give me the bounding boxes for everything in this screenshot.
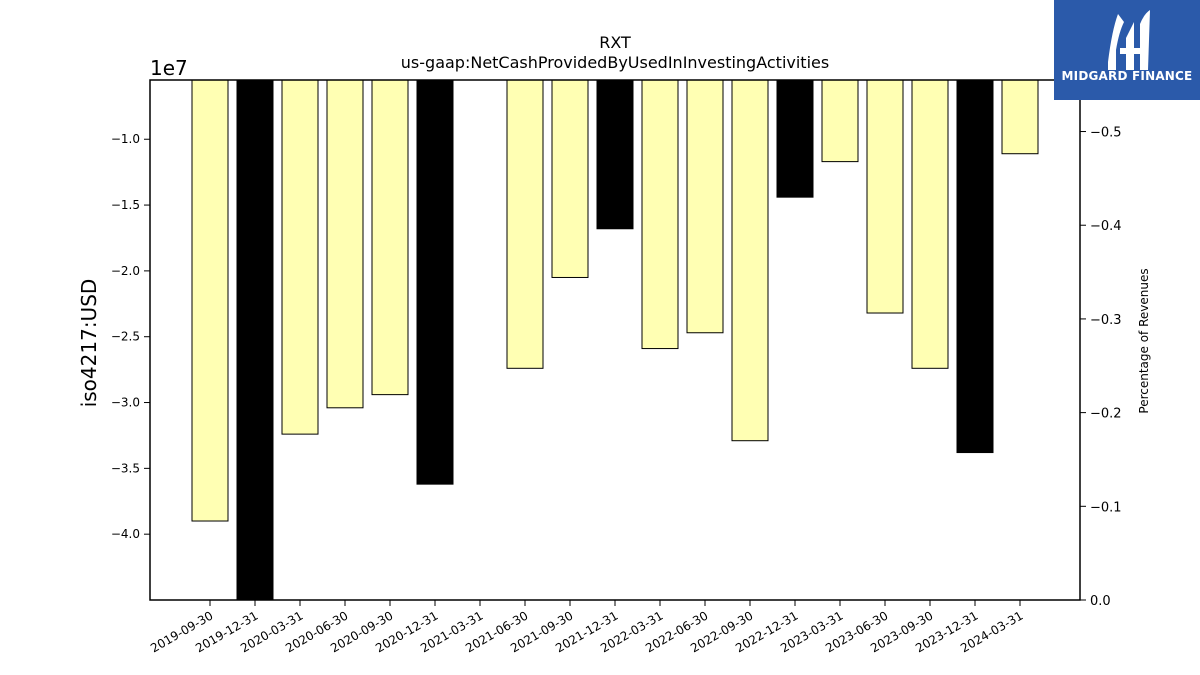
y2-axis-label: Percentage of Revenues	[1137, 268, 1151, 413]
bar-2020-06-30	[326, 79, 364, 409]
bar-2023-03-31	[821, 79, 859, 163]
bar-2021-09-30	[551, 79, 589, 278]
y-tick-label: −2.5	[111, 330, 140, 344]
bar-2020-09-30	[371, 79, 409, 396]
bar-2023-06-30	[866, 79, 904, 314]
y2-tick-label: −0.4	[1090, 219, 1122, 234]
bar-2023-09-30	[911, 79, 949, 369]
bar-2021-12-31	[596, 79, 634, 230]
brand-logo-icon	[1108, 10, 1150, 70]
y-tick-label: −2.0	[111, 264, 140, 278]
chart-title: RXT	[599, 33, 631, 52]
y2-tick-label: 0.0	[1090, 594, 1111, 609]
bar-2021-06-30	[506, 79, 544, 369]
y2-tick-label: −0.2	[1090, 407, 1122, 422]
y-tick-label: −4.0	[111, 527, 140, 541]
brand-logo-text: MIDGARD FINANCE	[1061, 69, 1193, 83]
chart-subtitle: us-gaap:NetCashProvidedByUsedInInvesting…	[401, 53, 829, 72]
y-tick-label: −1.5	[111, 198, 140, 212]
y2-tick-label: −0.3	[1090, 313, 1122, 328]
bar-2024-03-31	[1001, 79, 1039, 155]
y-tick-label: −3.5	[111, 461, 140, 475]
bar-2022-03-31	[641, 79, 679, 350]
brand-logo: MIDGARD FINANCE	[1054, 0, 1200, 100]
bar-2020-12-31	[416, 79, 454, 485]
bars-group	[191, 79, 1039, 601]
y2-tick-label: −0.5	[1090, 126, 1122, 141]
bar-2022-06-30	[686, 79, 724, 334]
bar-2023-12-31	[956, 79, 994, 454]
bar-2019-12-31	[236, 79, 274, 601]
y-tick-label: −1.0	[111, 132, 140, 146]
y-tick-label: −3.0	[111, 396, 140, 410]
y2-tick-label: −0.1	[1090, 500, 1122, 515]
bar-2022-12-31	[776, 79, 814, 198]
bar-2020-03-31	[281, 79, 319, 435]
y-axis-label: iso4217:USD	[77, 279, 101, 408]
bar-2019-09-30	[191, 79, 229, 522]
bar-2022-09-30	[731, 79, 769, 442]
y-offset-label: 1e7	[150, 56, 188, 80]
